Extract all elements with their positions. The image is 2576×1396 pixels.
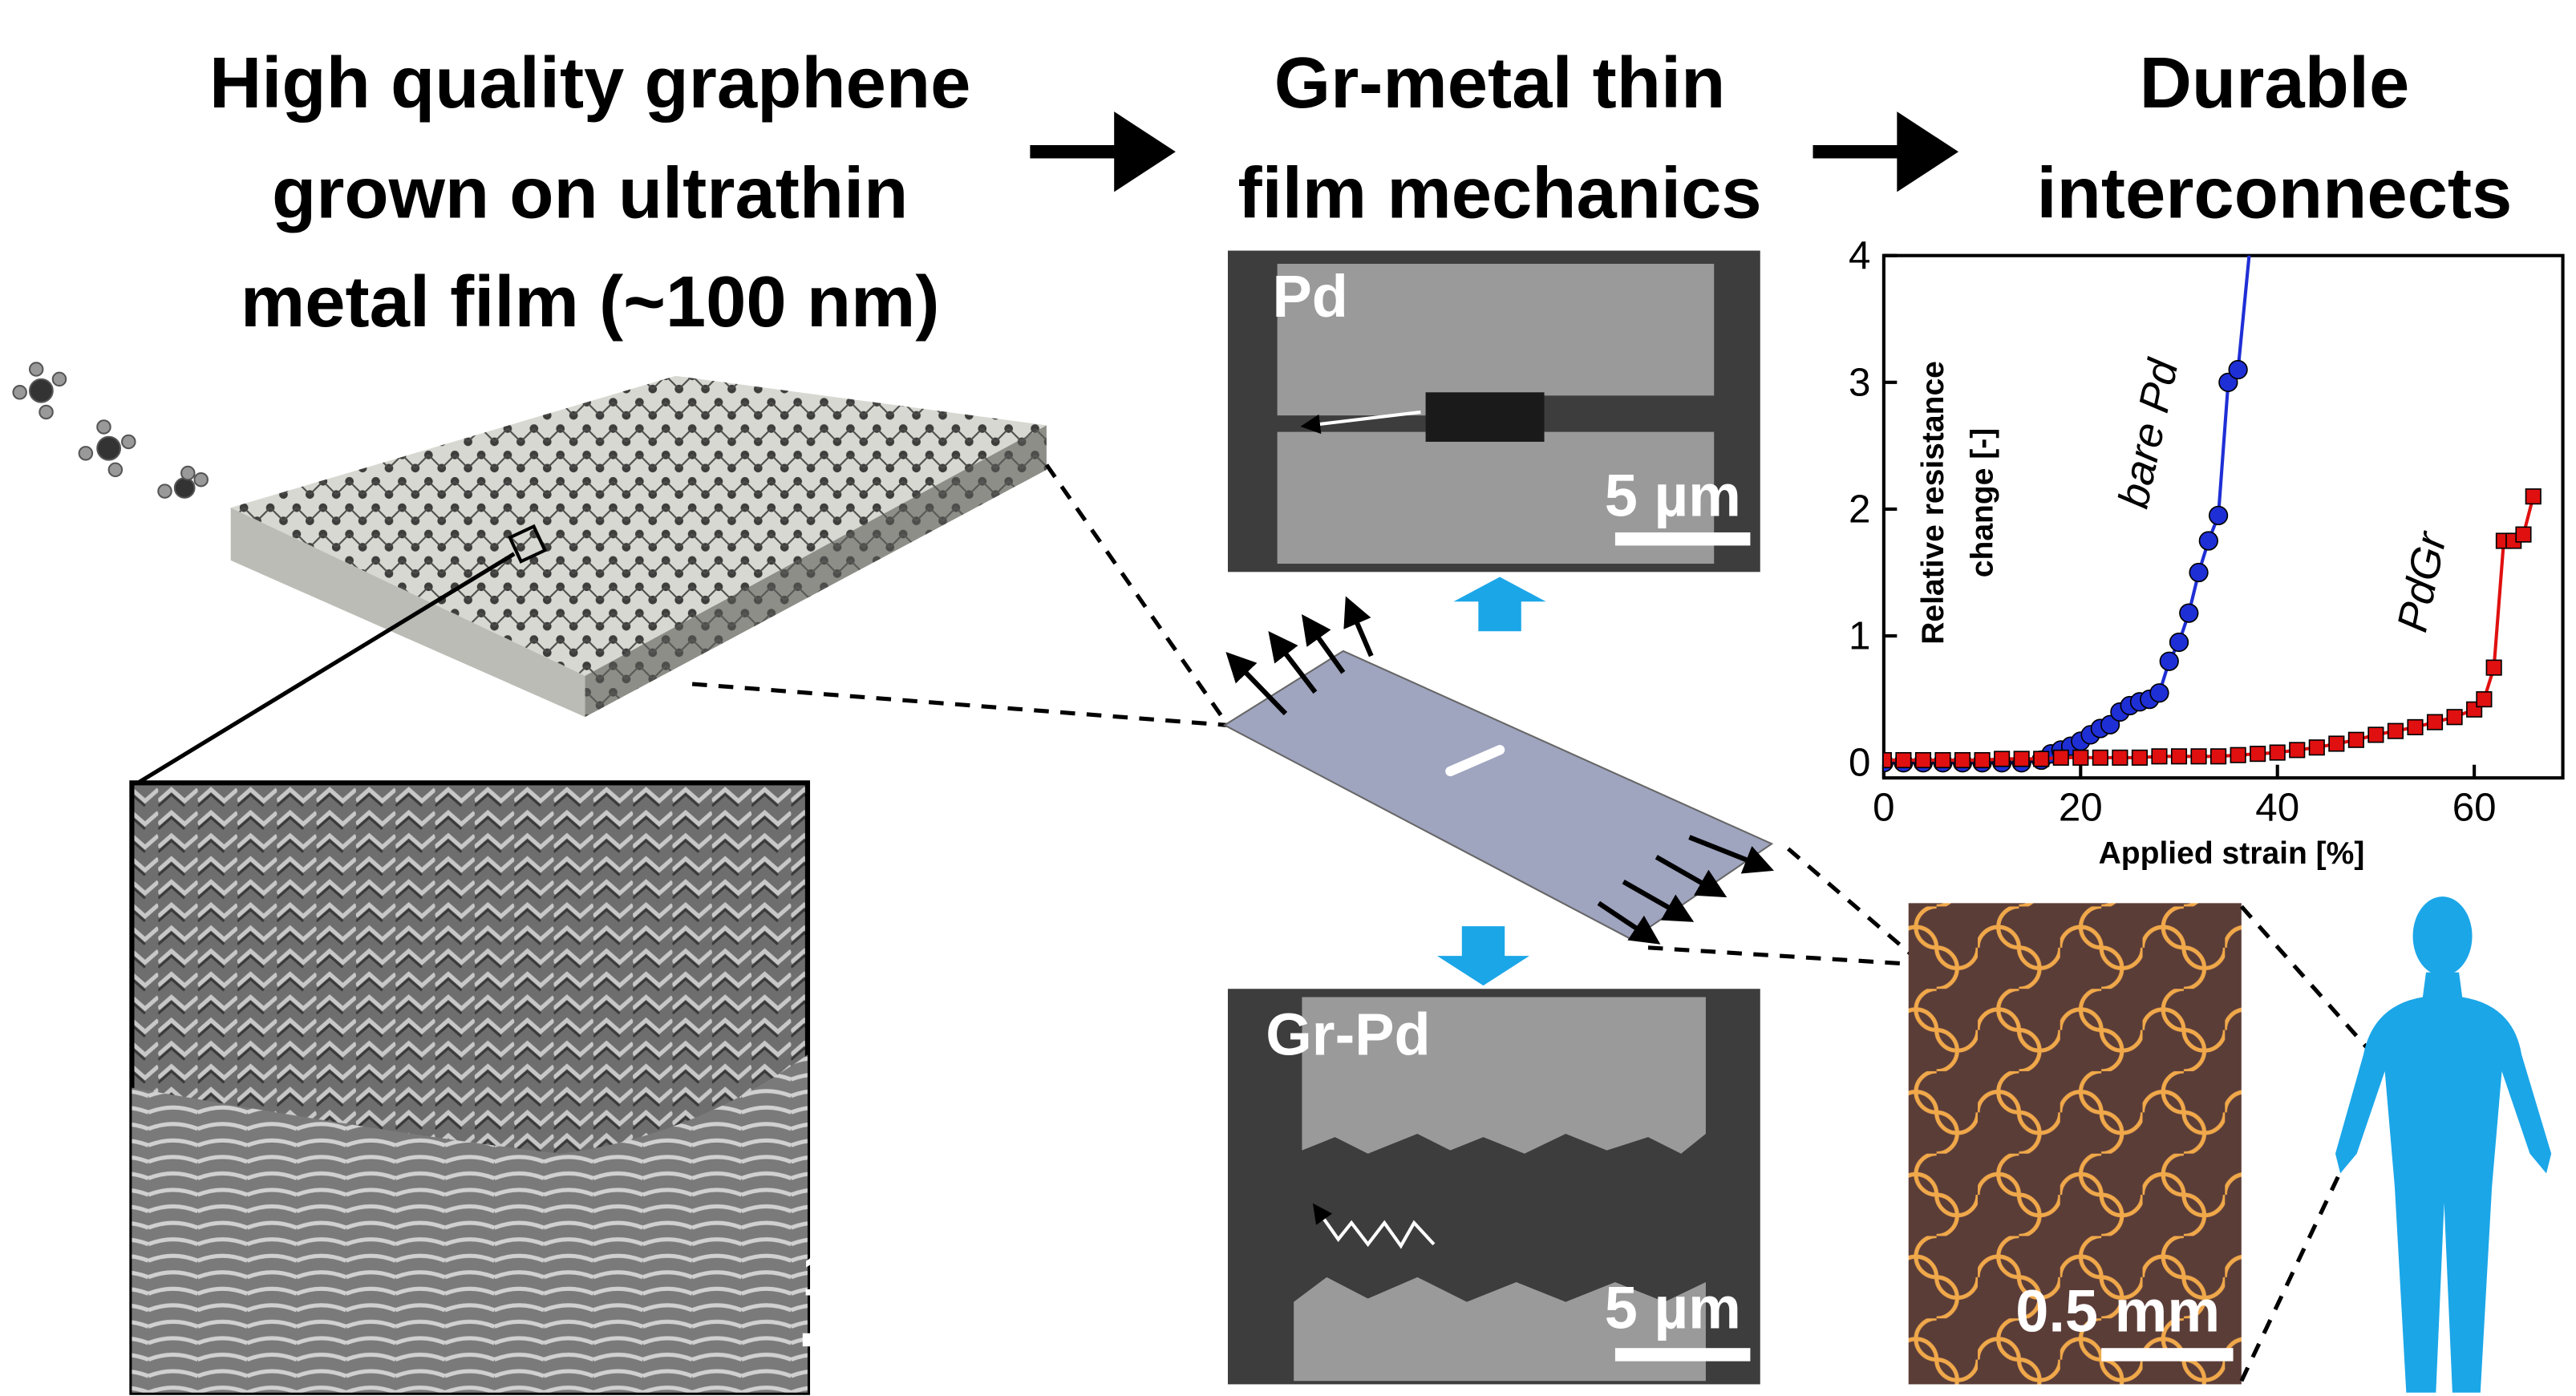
- point: [1895, 751, 1912, 769]
- point: [1914, 751, 1932, 769]
- scale-label: 0.5 mm: [2015, 1278, 2220, 1345]
- chart: 0 20 40 60 0 1 2 3 4 Applied strain [%] Relative r…: [1849, 233, 2565, 871]
- point: [2269, 744, 2286, 761]
- heading-line: grown on ultrathin: [272, 152, 908, 233]
- scale-label: 1 µm: [802, 1241, 938, 1308]
- point: [2407, 718, 2424, 735]
- panel-label: Gr-Pd: [1266, 1001, 1430, 1067]
- x-tick-label: 40: [2255, 786, 2299, 830]
- x-tick-label: 0: [1873, 786, 1894, 830]
- point: [2131, 749, 2148, 766]
- point: [2308, 739, 2325, 756]
- point: [2387, 722, 2404, 739]
- point: [2328, 735, 2345, 752]
- point: [2190, 748, 2207, 765]
- heading-line: High quality graphene: [209, 42, 970, 123]
- point: [2013, 751, 2030, 767]
- point: [2476, 691, 2493, 708]
- point: [2228, 359, 2248, 380]
- serpentine-image: 0.5 mm: [1908, 903, 2376, 1385]
- point: [2525, 488, 2542, 505]
- point: [2179, 603, 2199, 623]
- point: [1994, 751, 2011, 767]
- graphene-slab: [134, 375, 1230, 787]
- y-axis-label: Relative resistance: [1916, 361, 1950, 645]
- x-tick-label: 60: [2452, 786, 2497, 830]
- x-tick-label: 20: [2059, 786, 2103, 830]
- panel-label: Pd: [1272, 263, 1348, 330]
- point: [2170, 748, 2188, 765]
- point: [2230, 747, 2246, 763]
- heading-line: metal film (~100 nm): [241, 261, 940, 342]
- scale-label: 5 µm: [1605, 462, 1741, 528]
- plot-area: [1883, 255, 2542, 773]
- point: [2210, 748, 2227, 765]
- y-tick-label: 4: [1849, 233, 1870, 277]
- point: [2208, 505, 2229, 525]
- scale-label: 5 µm: [1605, 1275, 1741, 1341]
- point: [2112, 749, 2128, 766]
- point: [2149, 683, 2169, 703]
- heading-line: film mechanics: [1237, 152, 1761, 233]
- point: [2289, 742, 2306, 759]
- point: [2515, 526, 2532, 543]
- y-tick-label: 0: [1849, 741, 1870, 785]
- flow-arrow: [1030, 111, 1176, 192]
- point: [2485, 659, 2502, 676]
- flow-arrow: [1813, 111, 1959, 192]
- point: [2052, 749, 2069, 766]
- heading-line: interconnects: [2037, 152, 2513, 233]
- point: [2072, 749, 2089, 766]
- point: [1934, 751, 1951, 769]
- blue-arrow: [1436, 926, 1530, 986]
- point: [2189, 562, 2209, 583]
- point: [1883, 751, 1892, 769]
- point: [1954, 751, 1971, 769]
- heading-line: Gr-metal thin: [1274, 42, 1726, 123]
- point: [2033, 751, 2050, 767]
- pd-sem: Pd 5 µm: [1227, 250, 1760, 573]
- human-figure: [2335, 896, 2552, 1393]
- point: [2169, 632, 2189, 653]
- point: [2100, 714, 2120, 734]
- y-tick-label: 3: [1849, 360, 1870, 404]
- point: [2347, 731, 2364, 748]
- strain-sheet: [1222, 596, 1930, 971]
- point: [2218, 372, 2238, 392]
- y-axis-label: change [-]: [1966, 428, 2000, 578]
- point: [1974, 751, 1991, 769]
- point: [2426, 714, 2444, 730]
- point: [2092, 749, 2108, 766]
- y-tick-label: 1: [1849, 614, 1870, 658]
- point: [2250, 746, 2266, 763]
- molecules: [12, 362, 209, 499]
- point: [2151, 748, 2168, 765]
- y-tick-label: 2: [1849, 487, 1870, 531]
- point: [2198, 531, 2218, 551]
- grpd-sem: Gr-Pd 5 µm: [1227, 989, 1760, 1385]
- point: [2446, 709, 2463, 726]
- point: [2159, 651, 2179, 671]
- x-axis-label: Applied strain [%]: [2099, 836, 2365, 871]
- point: [2367, 726, 2384, 743]
- sem-image: 1 µm: [129, 780, 938, 1395]
- blue-arrow: [1453, 577, 1546, 632]
- heading-line: Durable: [2140, 42, 2410, 123]
